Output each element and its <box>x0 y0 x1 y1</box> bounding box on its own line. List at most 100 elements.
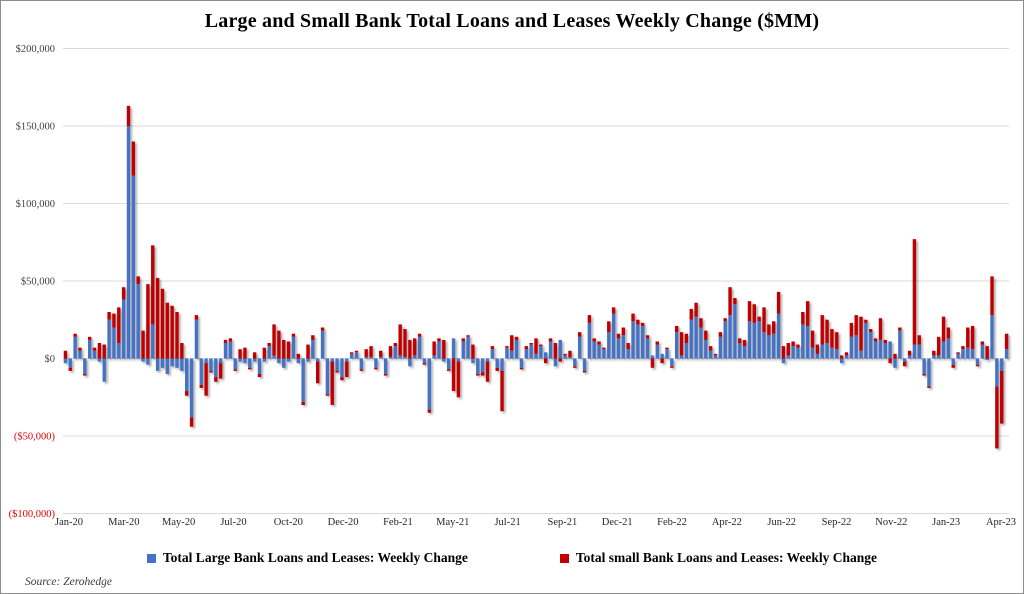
bar-large-bank <box>117 343 121 359</box>
bar-large-bank <box>185 358 189 392</box>
bar-small-bank <box>151 245 155 325</box>
bar-small-bank <box>83 374 87 376</box>
y-axis-tick-label: ($50,000) <box>14 432 56 443</box>
bar-small-bank <box>708 346 713 351</box>
bar-large-bank <box>810 347 815 359</box>
bar-small-bank <box>456 361 461 398</box>
legend-label-small-banks: Total small Bank Loans and Leases: Weekl… <box>575 550 878 565</box>
bar-small-bank <box>505 346 509 348</box>
bar-large-bank <box>757 321 761 359</box>
source-credit: Source: Zerohedge <box>25 576 112 588</box>
bar-small-bank <box>466 335 470 337</box>
bar-large-bank <box>781 358 786 364</box>
bar-large-bank <box>742 346 747 359</box>
bar-small-bank <box>1000 370 1004 424</box>
bar-small-bank <box>738 338 742 343</box>
bar-small-bank <box>573 366 577 368</box>
x-axis-tick-label: Feb-21 <box>383 517 413 528</box>
bar-large-bank <box>893 358 897 368</box>
bar-large-bank <box>500 358 504 371</box>
bar-small-bank <box>810 330 815 348</box>
bar-large-bank <box>189 358 194 418</box>
bar-small-bank <box>286 341 291 359</box>
bar-large-bank <box>68 358 72 368</box>
bar-large-bank <box>602 349 606 359</box>
bar-small-bank <box>296 353 300 359</box>
bar-small-bank <box>282 339 286 359</box>
bar-large-bank <box>684 343 689 359</box>
bar-small-bank <box>214 377 218 382</box>
bar-large-bank <box>442 358 446 362</box>
bar-large-bank <box>786 355 790 359</box>
bar-small-bank <box>752 304 757 323</box>
bar-large-bank <box>995 358 999 387</box>
bar-large-bank <box>408 358 412 367</box>
bar-small-bank <box>544 358 548 364</box>
bar-small-bank <box>830 329 834 348</box>
bar-small-bank <box>611 307 616 314</box>
bar-small-bank <box>859 316 863 351</box>
bar-large-bank <box>728 315 732 359</box>
bar-small-bank <box>888 358 892 364</box>
bar-large-bank <box>922 358 926 374</box>
bar-small-bank <box>941 316 946 342</box>
bar-large-bank <box>369 356 373 359</box>
bar-large-bank <box>582 358 587 371</box>
bar-small-bank <box>985 346 989 359</box>
bar-small-bank <box>902 361 907 367</box>
bar-small-bank <box>641 322 645 326</box>
bar-large-bank <box>917 344 921 359</box>
bar-series-group <box>63 105 1009 449</box>
bar-large-bank <box>873 341 878 359</box>
bar-small-bank <box>311 335 315 340</box>
bar-small-bank <box>461 338 465 342</box>
bar-large-bank <box>636 324 640 359</box>
bar-large-bank <box>941 341 946 359</box>
bar-small-bank <box>427 409 431 413</box>
bar-small-bank <box>539 344 543 347</box>
x-axis-tick-label: Jul-20 <box>220 517 246 528</box>
bar-small-bank <box>379 350 383 357</box>
bar-small-bank <box>63 350 68 359</box>
bar-small-bank <box>165 302 170 359</box>
bar-small-bank <box>223 339 228 343</box>
y-axis-tick-label: $200,000 <box>16 44 55 55</box>
chart-title: Large and Small Bank Total Loans and Lea… <box>204 10 820 32</box>
bar-large-bank <box>432 355 436 359</box>
x-axis-tick-label: May-20 <box>162 517 195 528</box>
bar-large-bank <box>194 319 199 359</box>
bar-large-bank <box>577 336 582 359</box>
bar-small-bank <box>893 353 897 359</box>
x-axis-tick-label: Jan-23 <box>932 517 960 528</box>
bar-small-bank <box>233 369 237 371</box>
bar-large-bank <box>902 358 907 362</box>
bar-large-bank <box>820 344 824 359</box>
bar-small-bank <box>636 319 640 325</box>
bar-large-bank <box>252 358 257 362</box>
bar-small-bank <box>912 239 917 345</box>
bar-large-bank <box>573 358 577 367</box>
bar-large-bank <box>296 358 300 364</box>
bar-small-bank <box>665 347 669 350</box>
bar-large-bank <box>616 338 621 359</box>
bar-small-bank <box>408 339 412 359</box>
bar-small-bank <box>747 301 752 322</box>
bar-large-bank <box>354 352 359 359</box>
bar-large-bank <box>97 358 102 362</box>
bar-large-bank <box>592 341 596 359</box>
bar-small-bank <box>364 349 368 357</box>
bar-large-bank <box>490 349 495 359</box>
bar-large-bank <box>660 353 664 359</box>
bar-small-bank <box>762 307 766 333</box>
bar-small-bank <box>136 276 140 285</box>
bar-large-bank <box>446 358 451 370</box>
bar-large-bank <box>650 355 655 359</box>
bar-large-bank <box>888 341 892 359</box>
bar-small-bank <box>272 324 276 356</box>
x-axis-tick-label: Jun-22 <box>767 517 796 528</box>
bar-small-bank <box>835 332 839 350</box>
legend: Total Large Bank Loans and Leases: Weekl… <box>1 550 1023 566</box>
bar-large-bank <box>747 321 752 359</box>
x-axis-tick-label: Jan-20 <box>55 517 83 528</box>
bar-large-bank <box>141 358 145 362</box>
